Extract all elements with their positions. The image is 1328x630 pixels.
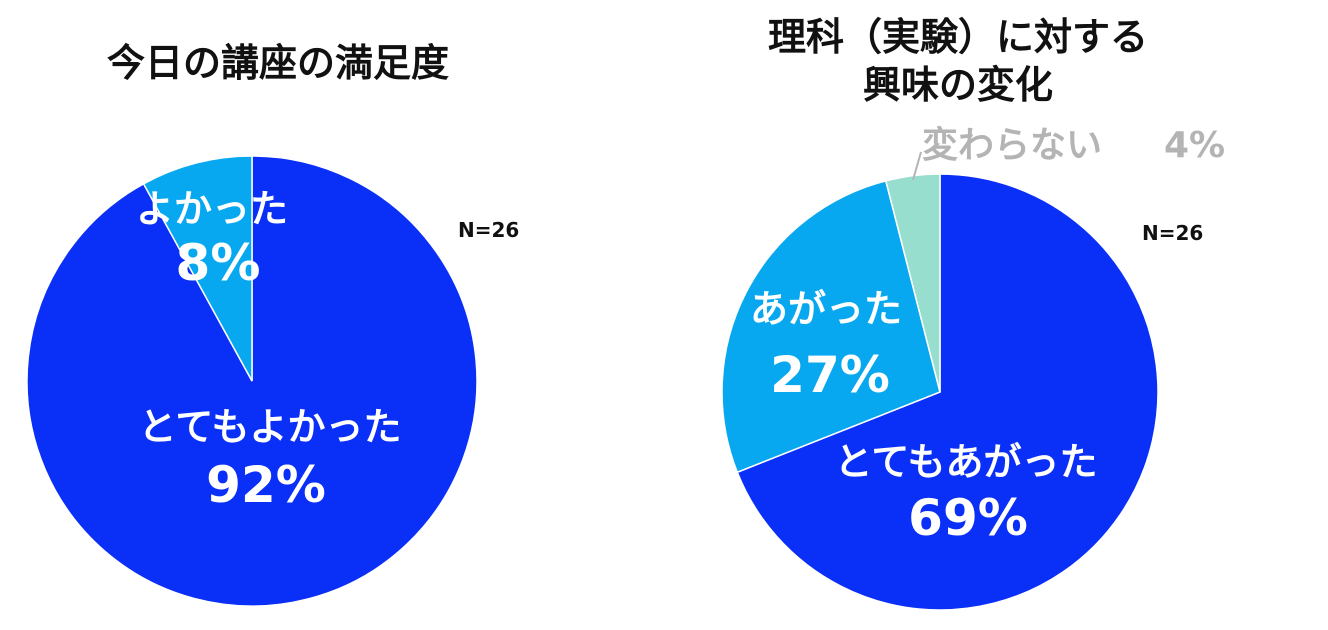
chart2-title-line1: 理科（実験）に対する <box>768 15 1148 59</box>
chart2-slice-value-totemo: 69% <box>908 489 1028 547</box>
chart2-n-label: N=26 <box>1142 221 1203 245</box>
chart1-slice-value-totemo: 92% <box>206 456 326 514</box>
chart1-pie <box>26 155 478 607</box>
chart2-slice-2 <box>884 173 941 393</box>
chart1-title: 今日の講座の満足度 <box>107 41 449 85</box>
chart1-slice-label-yokatta: よかった <box>136 187 288 231</box>
chart-satisfaction: 今日の講座の満足度 N=26 とてもよかった 92% よかった 8% <box>26 41 519 607</box>
chart2-slice-1 <box>721 179 941 474</box>
chart2-slice-value-agatta: 27% <box>770 346 890 404</box>
chart2-slice-label-agatta: あがった <box>750 287 902 331</box>
chart2-slice-label-kawaranai: 変わらない <box>922 124 1102 166</box>
chart2-leader-line <box>912 151 922 181</box>
chart1-n-label: N=26 <box>458 218 519 242</box>
chart1-slice-value-yokatta: 8% <box>176 234 261 292</box>
chart1-slice-label-totemo: とてもよかった <box>139 405 402 449</box>
chart-interest: 理科（実験）に対する 興味の変化 N=26 とてもあがった 69% あがった 2… <box>721 15 1225 611</box>
chart2-pie <box>721 173 1159 611</box>
chart1-slice-1 <box>142 155 253 382</box>
chart2-slice-label-totemo: とてもあがった <box>835 440 1098 484</box>
chart2-title-line2: 興味の変化 <box>863 63 1053 107</box>
chart2-slice-value-kawaranai: 4% <box>1164 125 1225 166</box>
chart2-slice-0 <box>736 173 1159 611</box>
